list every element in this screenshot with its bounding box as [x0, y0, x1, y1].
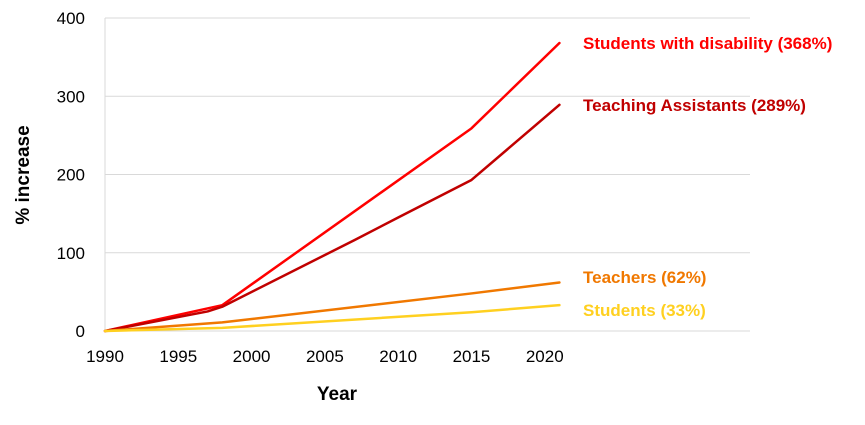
x-tick-label: 2015 [453, 347, 491, 366]
y-tick-label: 200 [57, 166, 85, 185]
y-tick-label: 400 [57, 9, 85, 28]
y-axis-title: % increase [13, 125, 34, 224]
series-lines [103, 41, 561, 333]
series-label: Teachers (62%) [583, 268, 706, 287]
y-tick-labels: 0 100 200 300 400 [57, 9, 85, 341]
series-label: Teaching Assistants (289%) [583, 96, 806, 115]
series-label: Students with disability (368%) [583, 34, 832, 53]
series-line-students-with-disability [103, 41, 561, 333]
x-tick-label: 1990 [86, 347, 124, 366]
x-tick-label: 1995 [159, 347, 197, 366]
x-tick-label: 2005 [306, 347, 344, 366]
gridlines [104, 17, 750, 332]
series-labels: Students with disability (368%) Teaching … [583, 34, 832, 320]
series-line-students [103, 303, 561, 333]
x-axis-title: Year [317, 384, 358, 405]
series-line-teaching-assistants [103, 103, 561, 333]
x-tick-label: 2010 [379, 347, 417, 366]
x-tick-label: 2020 [526, 347, 564, 366]
series-label: Students (33%) [583, 301, 706, 320]
y-tick-label: 100 [57, 244, 85, 263]
x-tick-labels: 1990 1995 2000 2005 2010 2015 2020 [86, 347, 564, 366]
y-tick-label: 0 [76, 322, 85, 341]
y-tick-label: 300 [57, 87, 85, 106]
x-tick-label: 2000 [233, 347, 271, 366]
series-line-teachers [103, 281, 561, 333]
